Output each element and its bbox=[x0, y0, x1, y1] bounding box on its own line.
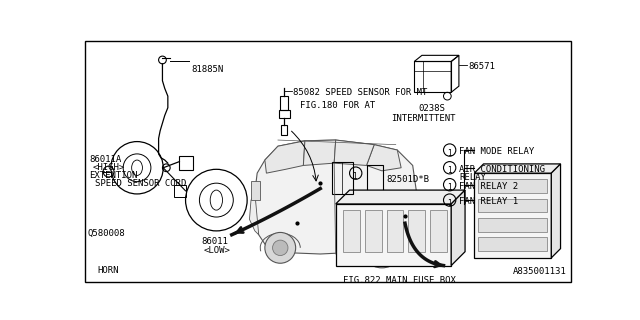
Text: 86571: 86571 bbox=[468, 62, 495, 71]
Polygon shape bbox=[551, 164, 561, 258]
FancyBboxPatch shape bbox=[478, 218, 547, 232]
Text: HORN: HORN bbox=[97, 266, 118, 275]
FancyBboxPatch shape bbox=[251, 181, 260, 200]
Circle shape bbox=[273, 240, 288, 256]
FancyBboxPatch shape bbox=[336, 204, 451, 266]
Text: 81885N: 81885N bbox=[191, 65, 223, 74]
Text: FIG.822 MAIN FUSE BOX: FIG.822 MAIN FUSE BOX bbox=[344, 276, 456, 285]
FancyBboxPatch shape bbox=[365, 210, 382, 252]
Text: FAN RELAY 1: FAN RELAY 1 bbox=[459, 197, 518, 206]
Polygon shape bbox=[265, 141, 305, 173]
Text: EXTENTION: EXTENTION bbox=[90, 171, 138, 180]
Polygon shape bbox=[336, 190, 465, 204]
Polygon shape bbox=[474, 164, 561, 173]
FancyBboxPatch shape bbox=[478, 198, 547, 212]
Text: 86011: 86011 bbox=[201, 237, 228, 246]
Text: 1: 1 bbox=[447, 148, 452, 158]
FancyBboxPatch shape bbox=[408, 210, 425, 252]
Text: FAN RELAY 2: FAN RELAY 2 bbox=[459, 182, 518, 191]
Text: <LOW>: <LOW> bbox=[204, 245, 230, 254]
FancyBboxPatch shape bbox=[474, 173, 551, 258]
Text: Q580008: Q580008 bbox=[88, 229, 125, 238]
Text: 1: 1 bbox=[447, 183, 452, 192]
Text: 86011A: 86011A bbox=[90, 156, 122, 164]
Text: FIG.180 FOR AT: FIG.180 FOR AT bbox=[300, 101, 375, 110]
Text: INTERMITTENT: INTERMITTENT bbox=[391, 114, 456, 123]
Polygon shape bbox=[451, 190, 465, 266]
Text: AIR CONDITIONING: AIR CONDITIONING bbox=[459, 165, 545, 174]
Ellipse shape bbox=[378, 243, 387, 249]
Text: A835001131: A835001131 bbox=[513, 267, 566, 276]
Text: 1: 1 bbox=[447, 166, 452, 175]
Polygon shape bbox=[382, 192, 420, 252]
Text: RELAY: RELAY bbox=[459, 173, 486, 182]
Polygon shape bbox=[255, 140, 417, 254]
Polygon shape bbox=[303, 140, 336, 165]
FancyBboxPatch shape bbox=[387, 210, 403, 252]
Text: 0238S: 0238S bbox=[418, 104, 445, 113]
FancyBboxPatch shape bbox=[478, 237, 547, 251]
Text: <HIGH>: <HIGH> bbox=[92, 163, 125, 172]
Circle shape bbox=[265, 232, 296, 263]
Polygon shape bbox=[334, 140, 374, 165]
Text: SPEED SENSOR CORD: SPEED SENSOR CORD bbox=[95, 179, 187, 188]
Circle shape bbox=[371, 235, 394, 258]
Polygon shape bbox=[250, 192, 259, 235]
Polygon shape bbox=[367, 145, 401, 171]
FancyBboxPatch shape bbox=[478, 179, 547, 193]
Text: 82501D*B: 82501D*B bbox=[387, 175, 429, 184]
Circle shape bbox=[360, 225, 403, 268]
Text: 85082 SPEED SENSOR FOR MT: 85082 SPEED SENSOR FOR MT bbox=[293, 88, 428, 98]
FancyBboxPatch shape bbox=[344, 210, 360, 252]
FancyBboxPatch shape bbox=[429, 210, 447, 252]
Text: 1: 1 bbox=[352, 172, 356, 181]
Text: 1: 1 bbox=[447, 199, 452, 208]
Text: FAN MODE RELAY: FAN MODE RELAY bbox=[459, 147, 534, 156]
